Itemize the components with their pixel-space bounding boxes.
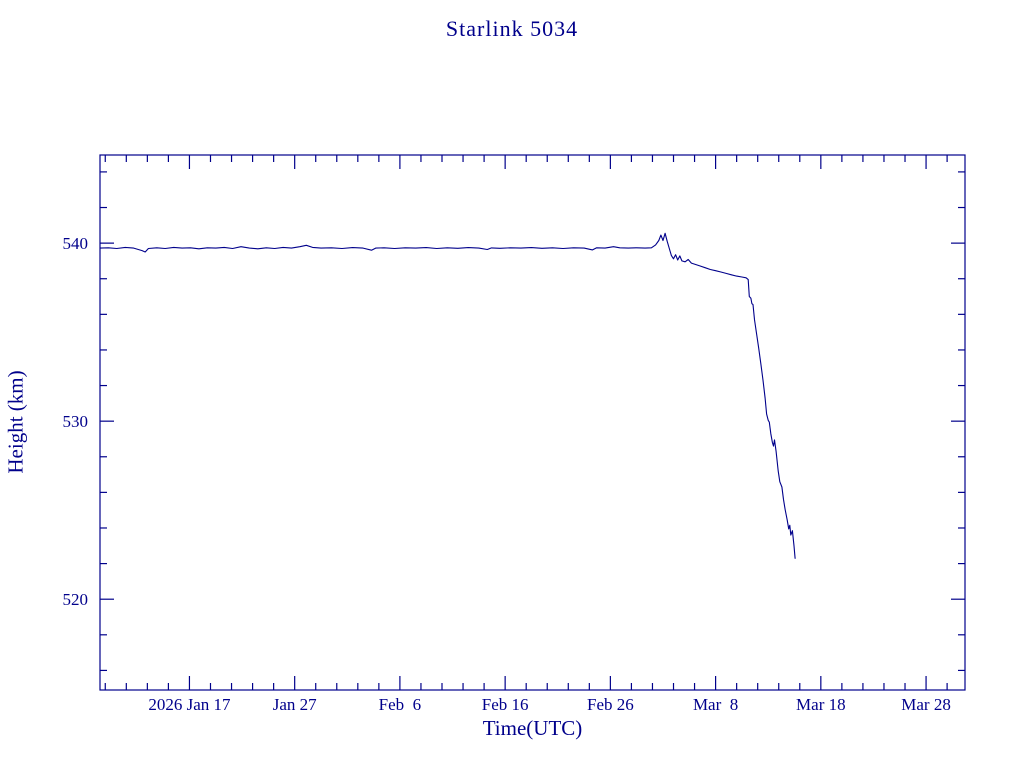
x-tick-label: Mar 28 [901, 695, 951, 714]
chart-title: Starlink 5034 [445, 16, 579, 41]
y-axis-label: Height (km) [3, 370, 28, 474]
x-tick-label: Feb 6 [379, 695, 422, 714]
x-tick-label: Mar 18 [796, 695, 846, 714]
x-axis-label: Time(UTC) [482, 716, 583, 740]
plot-frame [99, 154, 966, 691]
y-tick-label: 530 [63, 412, 89, 431]
x-tick-label: 2026 Jan 17 [148, 695, 231, 714]
y-tick-label: 520 [63, 590, 89, 609]
x-tick-label: Feb 16 [482, 695, 529, 714]
height-series-line [99, 232, 796, 559]
x-tick-label: Jan 27 [273, 695, 317, 714]
x-tick-label: Mar 8 [693, 695, 738, 714]
y-tick-label: 540 [63, 234, 89, 253]
x-tick-label: Feb 26 [587, 695, 634, 714]
